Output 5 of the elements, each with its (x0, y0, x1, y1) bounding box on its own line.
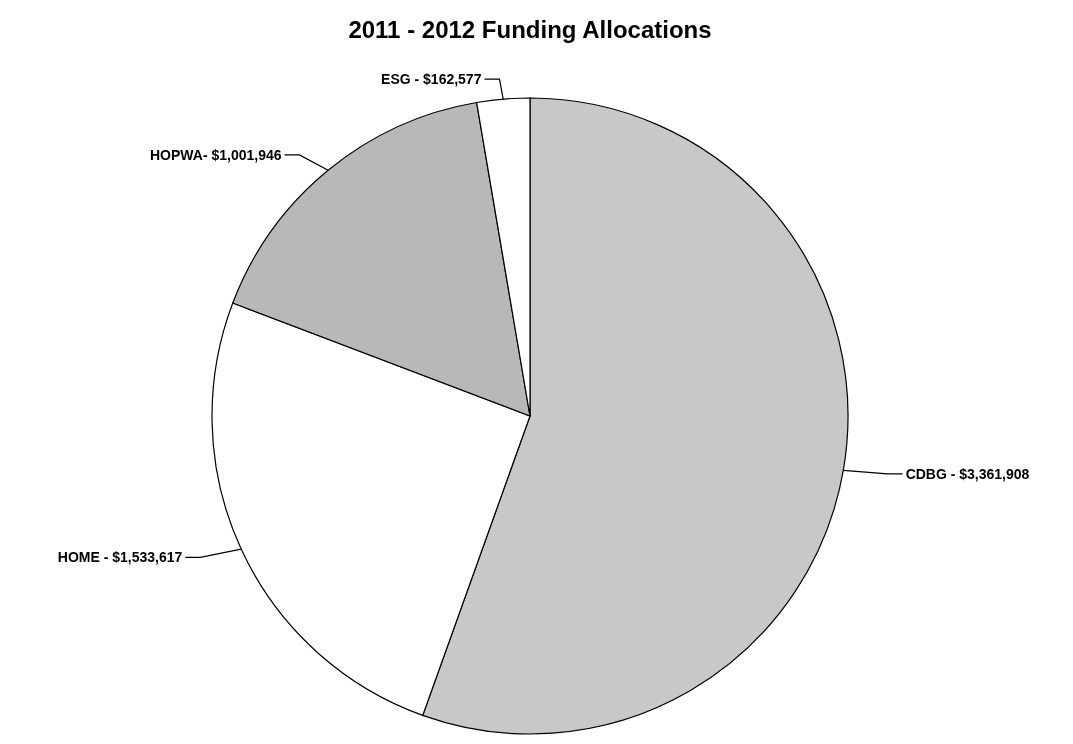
slice-label: ESG - $162,577 (381, 71, 482, 88)
slice-label: CDBG - $3,361,908 (905, 465, 1030, 482)
slice-label: HOPWA- $1,001,946 (149, 146, 282, 163)
slice-label: HOME - $1,533,617 (57, 549, 183, 566)
chart-title: 2011 - 2012 Funding Allocations (348, 16, 712, 43)
